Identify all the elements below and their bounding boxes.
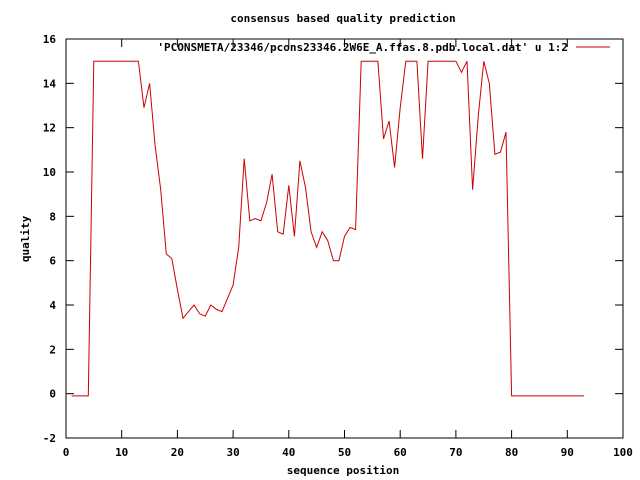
x-tick-label: 80 bbox=[505, 446, 518, 459]
tick-labels: 0 10 20 30 40 50 60 70 80 90 100 -2 0 2 4 6 8 10 12 14 16 bbox=[43, 33, 633, 459]
y-tick-label: -2 bbox=[43, 432, 56, 445]
x-tick-label: 50 bbox=[338, 446, 351, 459]
legend: 'PCONSMETA/23346/pcons23346.2W6E_A.ffas.… bbox=[157, 41, 610, 54]
x-tick-label: 10 bbox=[115, 446, 128, 459]
y-tick-label: 6 bbox=[49, 255, 56, 268]
y-tick-label: 12 bbox=[43, 122, 56, 135]
y-axis-label: quality bbox=[19, 215, 32, 262]
x-tick-label: 100 bbox=[613, 446, 633, 459]
axis-ticks bbox=[65, 38, 624, 439]
y-tick-label: 16 bbox=[43, 33, 57, 46]
y-tick-label: 10 bbox=[43, 166, 56, 179]
y-tick-label: 2 bbox=[49, 343, 56, 356]
x-tick-label: 0 bbox=[63, 446, 70, 459]
y-tick-label: 4 bbox=[49, 299, 56, 312]
x-tick-label: 90 bbox=[561, 446, 574, 459]
x-tick-label: 70 bbox=[449, 446, 462, 459]
x-axis-label: sequence position bbox=[287, 464, 400, 477]
chart-title: consensus based quality prediction bbox=[230, 12, 455, 25]
legend-label: 'PCONSMETA/23346/pcons23346.2W6E_A.ffas.… bbox=[157, 41, 568, 54]
x-tick-label: 20 bbox=[171, 446, 184, 459]
y-tick-label: 14 bbox=[43, 77, 57, 90]
x-tick-label: 60 bbox=[394, 446, 407, 459]
series-line bbox=[71, 60, 584, 397]
x-tick-label: 40 bbox=[282, 446, 295, 459]
x-tick-label: 30 bbox=[226, 446, 239, 459]
y-tick-label: 0 bbox=[49, 388, 56, 401]
y-tick-label: 8 bbox=[49, 210, 56, 223]
